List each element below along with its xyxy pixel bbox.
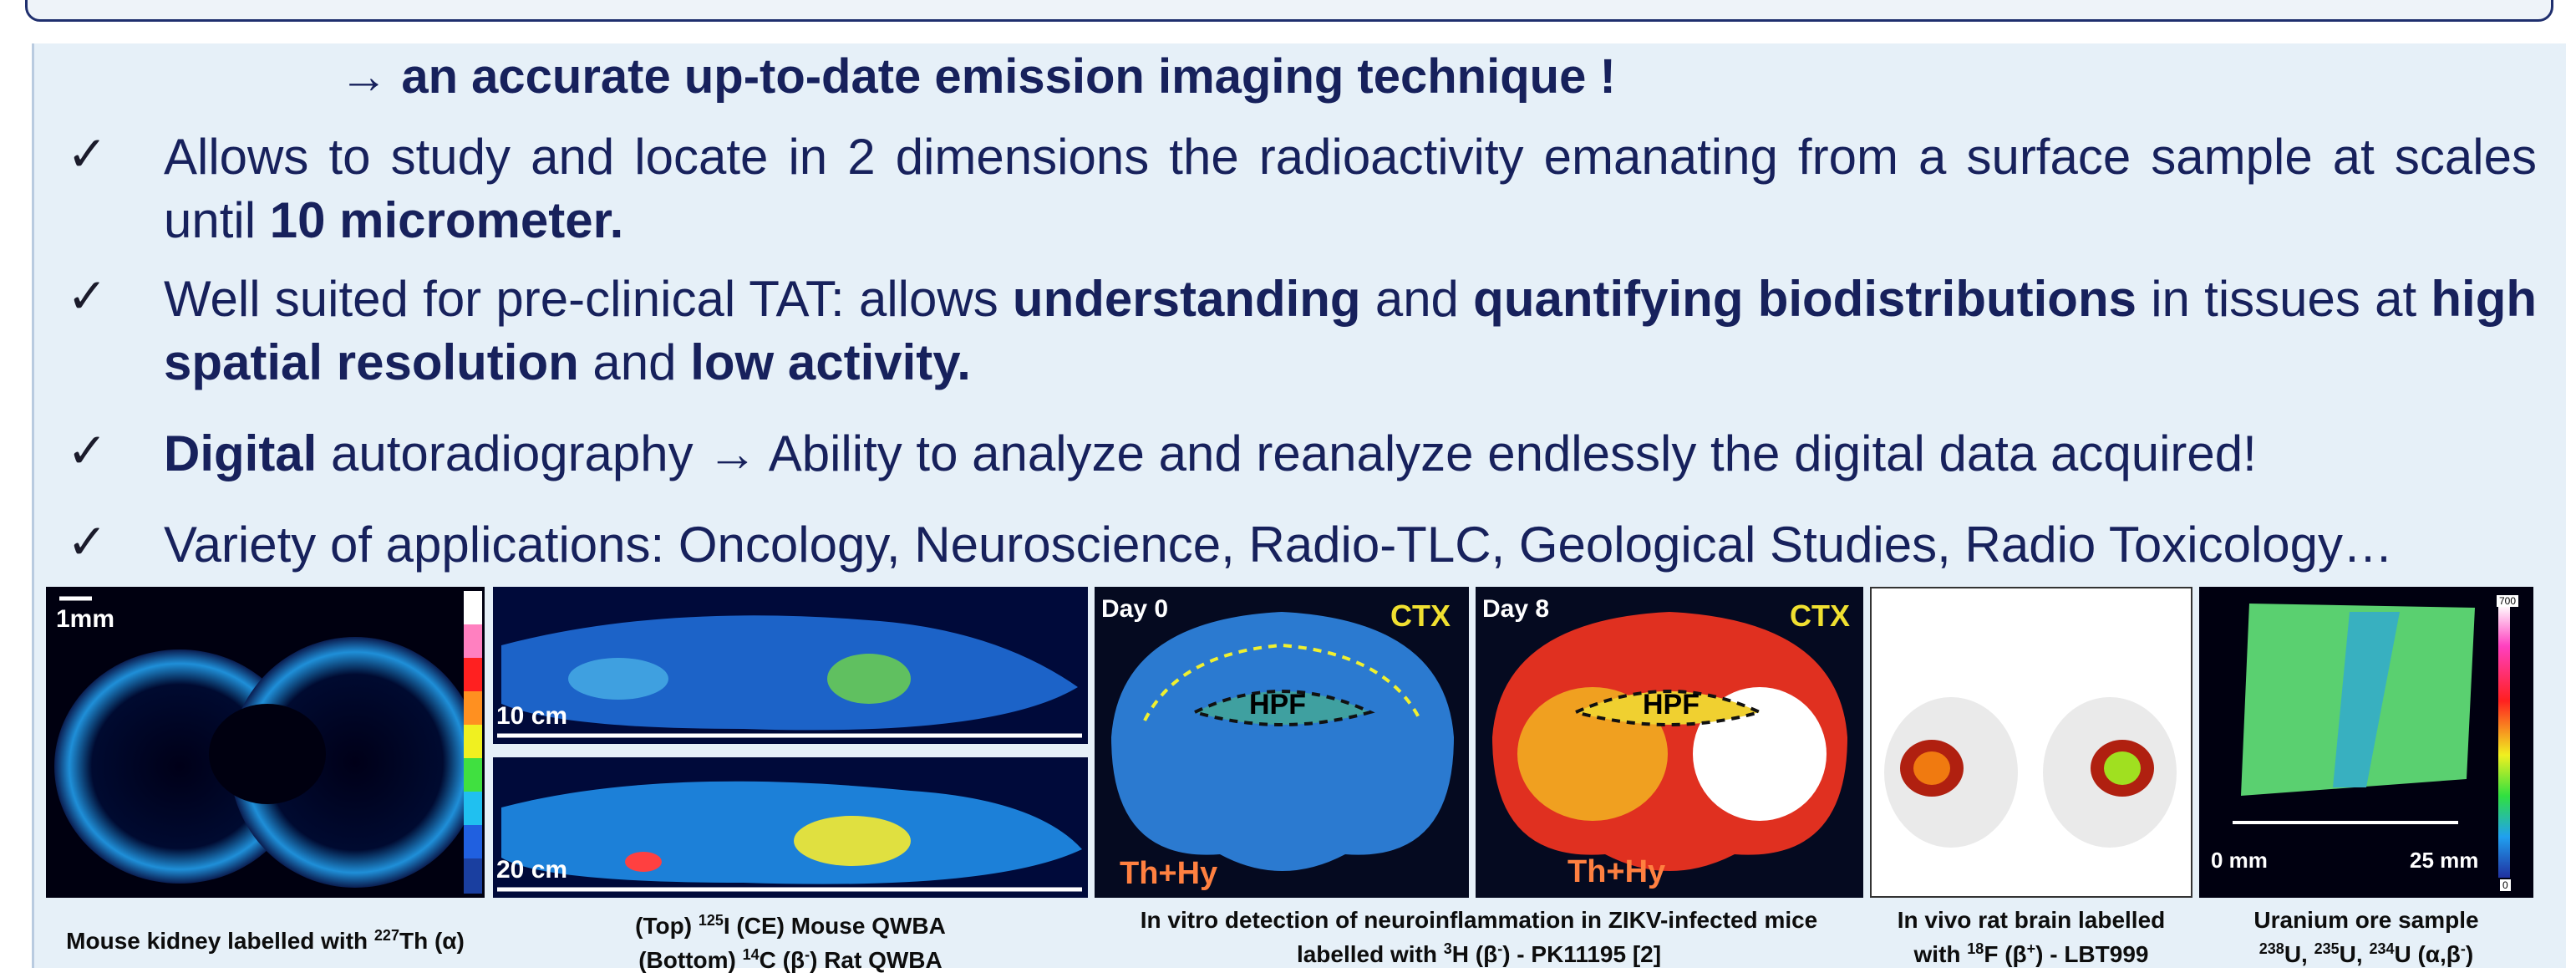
headline: → an accurate up-to-date emission imagin… xyxy=(339,49,1616,104)
caption-text: ) - PK11195 [2] xyxy=(1502,941,1662,967)
caption-sup: 18 xyxy=(1967,940,1984,957)
rat-brain-image xyxy=(1870,587,2192,898)
caption-text: Th (α) xyxy=(399,928,465,954)
caption-text: F (β xyxy=(1984,941,2027,967)
uranium-scale-left: 0 mm xyxy=(2211,848,2268,873)
brain-day0-day-label: Day 0 xyxy=(1101,595,1169,623)
caption-text: ) Rat QWBA xyxy=(810,947,943,973)
check-icon: ✓ xyxy=(67,125,108,182)
caption-line: with 18F (β+) - LBT999 xyxy=(1870,935,2192,969)
caption-text: labelled with xyxy=(1296,941,1444,967)
bullet-2-part: and xyxy=(1360,271,1474,327)
bullet-1: ✓ Allows to study and locate in 2 dimens… xyxy=(67,125,2557,259)
caption-sup: - xyxy=(2460,940,2466,957)
bullet-1-bold: 10 micrometer. xyxy=(269,192,624,248)
bullet-4: ✓ Variety of applications: Oncology, Neu… xyxy=(67,513,2557,580)
caption-text: U (α,β xyxy=(2394,941,2461,967)
caption-rat: In vivo rat brain labelled with 18F (β+)… xyxy=(1870,906,2192,969)
qwba-bottom-scale-label: 20 cm xyxy=(496,856,568,884)
caption-text: H (β xyxy=(1451,941,1498,967)
title-banner xyxy=(25,0,2553,22)
caption-sup: 234 xyxy=(2369,940,2395,957)
bullet-2-bold: high spatial resolution xyxy=(164,271,2538,390)
caption-sup: 125 xyxy=(698,912,724,929)
caption-sup: 14 xyxy=(742,946,760,963)
caption-text: (Top) xyxy=(635,913,699,939)
rat-brain-graphic xyxy=(1884,697,2177,848)
bullet-2: ✓ Well suited for pre-clinical TAT: allo… xyxy=(67,267,2557,401)
brain-day0-image: Day 0 CTX HPF Th+Hy xyxy=(1095,587,1469,898)
brain-day8-graphic xyxy=(1492,612,1847,871)
kidney-graphic xyxy=(54,591,482,894)
brain-day0-graphic xyxy=(1111,612,1454,871)
brain-day8-day-label: Day 8 xyxy=(1482,595,1550,623)
brain-day8-hpf-label: HPF xyxy=(1643,689,1700,721)
bullet-1-text: Allows to study and locate in 2 dimensio… xyxy=(164,129,2537,248)
caption-sup: - xyxy=(805,946,810,963)
caption-text: (Bottom) xyxy=(638,947,743,973)
caption-line: (Top) 125I (CE) Mouse QWBA xyxy=(493,906,1088,940)
caption-text: ) xyxy=(2465,941,2474,967)
qwba-top-scale-label: 10 cm xyxy=(496,702,568,730)
bullet-2-bold: understanding xyxy=(1012,271,1361,327)
colorbar-min: 0 xyxy=(2500,879,2511,891)
caption-sup: 238 xyxy=(2258,940,2284,957)
bullet-2-part: and xyxy=(578,334,691,390)
check-icon: ✓ xyxy=(67,267,108,324)
caption-text: C (β xyxy=(759,947,805,973)
kidney-image: 1mm xyxy=(46,587,485,898)
caption-sup: - xyxy=(1497,940,1503,957)
caption-text: U, xyxy=(2284,941,2314,967)
caption-brain: In vitro detection of neuroinflammation … xyxy=(1095,906,1863,969)
brain-day8-image: Day 8 CTX HPF Th+Hy xyxy=(1476,587,1863,898)
qwba-bottom-graphic xyxy=(497,781,1082,892)
caption-text: Mouse kidney labelled with xyxy=(66,928,374,954)
caption-line: (Bottom) 14C (β-) Rat QWBA xyxy=(493,940,1088,975)
qwba-bottom-image: 20 cm xyxy=(493,757,1088,898)
kidney-scale-label: 1mm xyxy=(56,605,115,633)
caption-line: 238U, 235U, 234U (α,β-) xyxy=(2199,935,2533,969)
caption-line: labelled with 3H (β-) - PK11195 [2] xyxy=(1095,935,1863,969)
caption-sup: + xyxy=(2026,940,2036,957)
caption-sup: 235 xyxy=(2314,940,2340,957)
brain-day0-ctx-label: CTX xyxy=(1390,599,1451,633)
qwba-top-graphic xyxy=(497,615,1082,738)
uranium-image: 0 mm 25 mm 700 0 xyxy=(2199,587,2533,898)
check-icon: ✓ xyxy=(67,513,108,570)
brain-day8-thhy-label: Th+Hy xyxy=(1567,854,1666,889)
bullet-2-part: Well suited for pre-clinical TAT: allows xyxy=(164,271,1013,327)
caption-line: In vivo rat brain labelled xyxy=(1897,907,2166,933)
caption-sup: 227 xyxy=(373,927,399,944)
caption-text: U, xyxy=(2339,941,2370,967)
brain-day0-hpf-label: HPF xyxy=(1249,689,1306,721)
qwba-top-image: 10 cm xyxy=(493,587,1088,744)
uranium-scale-right: 25 mm xyxy=(2410,848,2479,873)
caption-kidney: Mouse kidney labelled with 227Th (α) xyxy=(33,921,497,955)
bullet-text: Allows to study and locate in 2 dimensio… xyxy=(164,125,2537,252)
caption-sup: 3 xyxy=(1443,940,1452,957)
caption-text: with xyxy=(1913,941,1968,967)
bullet-2-bold: low activity. xyxy=(690,334,971,390)
bullet-2-bold: quantifying biodistributions xyxy=(1473,271,2137,327)
caption-text: ) - LBT999 xyxy=(2035,941,2149,967)
bullet-3-bold: Digital xyxy=(164,425,318,481)
colorbar-max: 700 xyxy=(2497,595,2519,607)
bullet-4-text: Variety of applications: Oncology, Neuro… xyxy=(164,517,2394,573)
brain-day0-thhy-label: Th+Hy xyxy=(1120,856,1218,891)
brain-day8-ctx-label: CTX xyxy=(1790,599,1850,633)
bullet-text: Variety of applications: Oncology, Neuro… xyxy=(164,513,2537,577)
caption-uranium: Uranium ore sample 238U, 235U, 234U (α,β… xyxy=(2199,906,2533,969)
check-icon: ✓ xyxy=(67,422,108,479)
bullet-2-part: in tissues at xyxy=(2136,271,2431,327)
caption-text: I (CE) Mouse QWBA xyxy=(723,913,946,939)
caption-line: In vitro detection of neuroinflammation … xyxy=(1140,907,1818,933)
bullet-3: ✓ Digital autoradiography → Ability to a… xyxy=(67,422,2557,489)
bullet-text: Digital autoradiography → Ability to ana… xyxy=(164,422,2537,486)
uranium-graphic xyxy=(2233,604,2510,878)
bullet-text: Well suited for pre-clinical TAT: allows… xyxy=(164,267,2537,395)
caption-qwba: (Top) 125I (CE) Mouse QWBA (Bottom) 14C … xyxy=(493,906,1088,975)
caption-line: Uranium ore sample xyxy=(2253,907,2479,933)
bullet-3-text: autoradiography → Ability to analyze and… xyxy=(317,425,2257,481)
